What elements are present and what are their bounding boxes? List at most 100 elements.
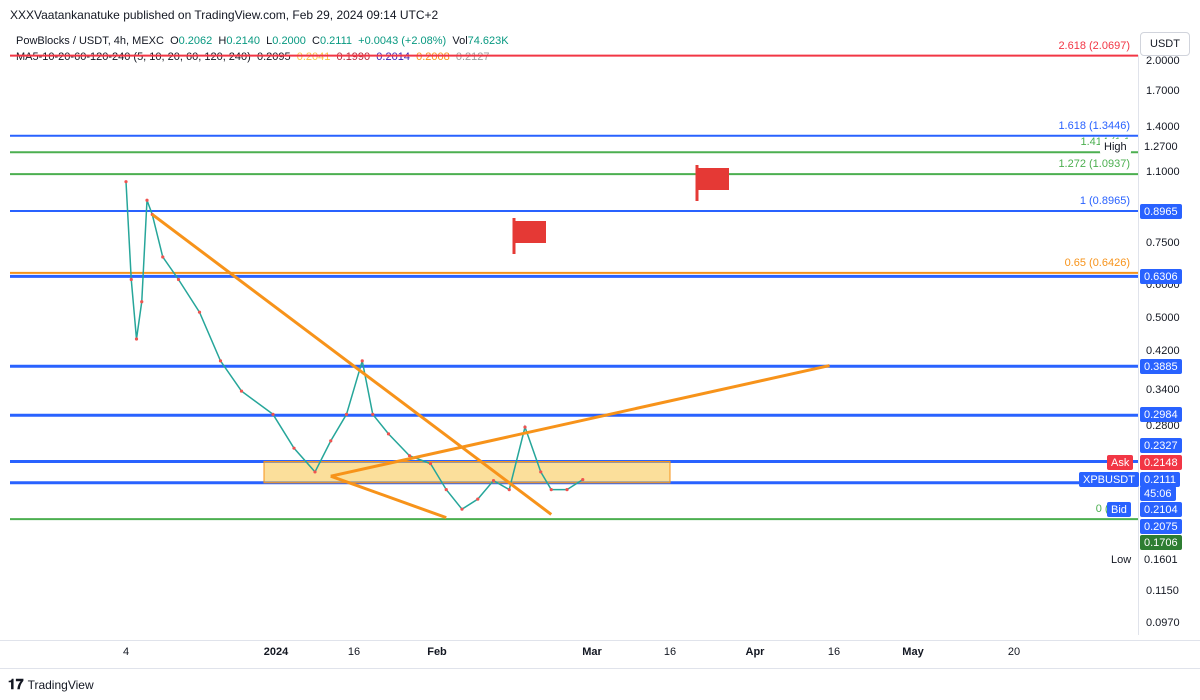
price-tag: 45:06 — [1140, 486, 1176, 501]
price-tag: 0.6306 — [1140, 269, 1182, 284]
time-axis-separator — [0, 640, 1200, 641]
ma-value-2: 0.2041 — [296, 51, 331, 63]
price-point — [428, 462, 433, 466]
price-point — [565, 488, 569, 492]
tradingview-logo-icon: 𝟏𝟕 — [8, 676, 24, 692]
price-point — [129, 277, 133, 282]
currency-button[interactable]: USDT — [1140, 32, 1190, 56]
price-point — [407, 454, 412, 458]
price-point — [507, 488, 511, 492]
price-point — [140, 300, 144, 304]
low-key: L — [266, 35, 273, 47]
price-point — [329, 439, 333, 443]
ma-legend: MA5-10-20-60-120-240 (5, 10, 20, 60, 120… — [16, 51, 490, 63]
price-tag-label: XPBUSDT — [1079, 472, 1139, 487]
y-tick-label: 0.3400 — [1146, 384, 1180, 397]
fib-level-label: 1.272 (1.0937) — [1058, 158, 1130, 171]
price-tag-label: Ask — [1107, 455, 1134, 470]
price-tag: 0.2104 — [1140, 502, 1182, 517]
y-tick-label: 1.4000 — [1146, 121, 1180, 134]
trendline-2 — [330, 474, 447, 520]
ma-value-1: 0.2095 — [256, 51, 291, 63]
price-point — [344, 412, 349, 416]
trendline-1 — [330, 364, 830, 478]
y-tick-label: 0.0970 — [1146, 617, 1180, 629]
price-tag: 0.2148 — [1140, 455, 1182, 470]
fib-level-label: 1 (0.8965) — [1079, 195, 1130, 208]
fib-level-label: 0.65 (0.6426) — [1064, 256, 1130, 269]
price-point — [145, 198, 149, 202]
x-tick-label: 20 — [1007, 646, 1021, 658]
price-point — [539, 470, 543, 474]
price-point — [239, 389, 244, 393]
ma-value-3: 0.1990 — [336, 51, 371, 63]
high-value: 0.2140 — [226, 35, 261, 47]
x-tick-label: Feb — [427, 646, 447, 658]
x-tick-label: 16 — [347, 646, 361, 658]
price-point — [292, 446, 296, 450]
price-point — [176, 277, 181, 282]
ma-value-6: 0.2127 — [455, 51, 490, 63]
x-tick-label: 4 — [122, 646, 130, 658]
flag-cloth — [697, 168, 729, 190]
price-tag-label: High — [1100, 139, 1131, 154]
ma-value-5: 0.2008 — [416, 51, 450, 63]
close-key: C — [312, 35, 320, 47]
y-tick-label: 0.7500 — [1146, 237, 1180, 250]
ma-label[interactable]: MA5-10-20-60-120-240 (5, 10, 20, 60, 120… — [16, 51, 251, 63]
trendline-0 — [151, 213, 553, 516]
price-point — [271, 412, 275, 416]
price-tag: 0.2327 — [1140, 438, 1182, 453]
x-tick-label: 2024 — [263, 646, 289, 658]
price-point — [523, 425, 527, 429]
high-key: H — [218, 35, 227, 47]
price-tag: 0.2075 — [1140, 519, 1182, 534]
symbol-name[interactable]: PowBlocks / USDT, 4h, MEXC — [16, 35, 164, 47]
fib-level-label: 2.618 (2.0697) — [1058, 39, 1130, 52]
fib-level-label: 1.618 (1.3446) — [1058, 119, 1130, 132]
x-tick-label: Apr — [745, 646, 765, 658]
price-tag: 0.1706 — [1140, 535, 1182, 550]
price-point — [581, 477, 585, 482]
price-point — [360, 359, 364, 363]
x-tick-label: 16 — [663, 646, 677, 658]
y-tick-label: 0.5000 — [1146, 312, 1180, 325]
symbol-legend: PowBlocks / USDT, 4h, MEXC O0.2062 H0.21… — [16, 35, 509, 47]
price-tag: 0.2984 — [1140, 407, 1182, 422]
flag-cloth — [514, 221, 546, 243]
checkered-flag-icon — [512, 218, 546, 254]
ma-value-4: 0.2014 — [376, 51, 410, 63]
price-point — [218, 359, 223, 363]
low-value: 0.2000 — [272, 35, 306, 47]
y-tick-label: 0.1150 — [1146, 585, 1179, 598]
footer: 𝟏𝟕 TradingView — [8, 676, 94, 693]
volume-value: 74.623K — [467, 35, 509, 47]
footer-separator — [0, 668, 1200, 669]
close-value: 0.2111 — [320, 35, 353, 47]
y-tick-label: 0.4200 — [1146, 344, 1180, 357]
price-point — [371, 412, 375, 416]
x-tick-label: May — [902, 646, 924, 658]
price-point — [124, 180, 128, 184]
support-zone — [263, 460, 671, 484]
price-point — [161, 255, 165, 259]
price-point — [460, 507, 464, 511]
price-tag: 0.8965 — [1140, 204, 1182, 219]
price-point — [134, 337, 139, 341]
open-key: O — [170, 35, 179, 47]
price-tag: 0.1601 — [1140, 552, 1182, 567]
price-tag: 0.2111 — [1140, 472, 1181, 487]
change-value: +0.0043 (+2.08%) — [358, 35, 447, 47]
y-tick-label: 1.7000 — [1146, 85, 1180, 98]
publish-info: XXXVaatankanatuke published on TradingVi… — [10, 8, 439, 22]
price-point — [476, 497, 480, 501]
y-tick-label: 1.1000 — [1146, 166, 1180, 179]
x-tick-label: Mar — [582, 646, 602, 658]
x-tick-label: 16 — [827, 646, 841, 658]
price-tag-label: Bid — [1107, 502, 1131, 517]
price-point — [313, 470, 317, 474]
open-value: 0.2062 — [178, 35, 213, 47]
currency-label: USDT — [1150, 38, 1180, 50]
